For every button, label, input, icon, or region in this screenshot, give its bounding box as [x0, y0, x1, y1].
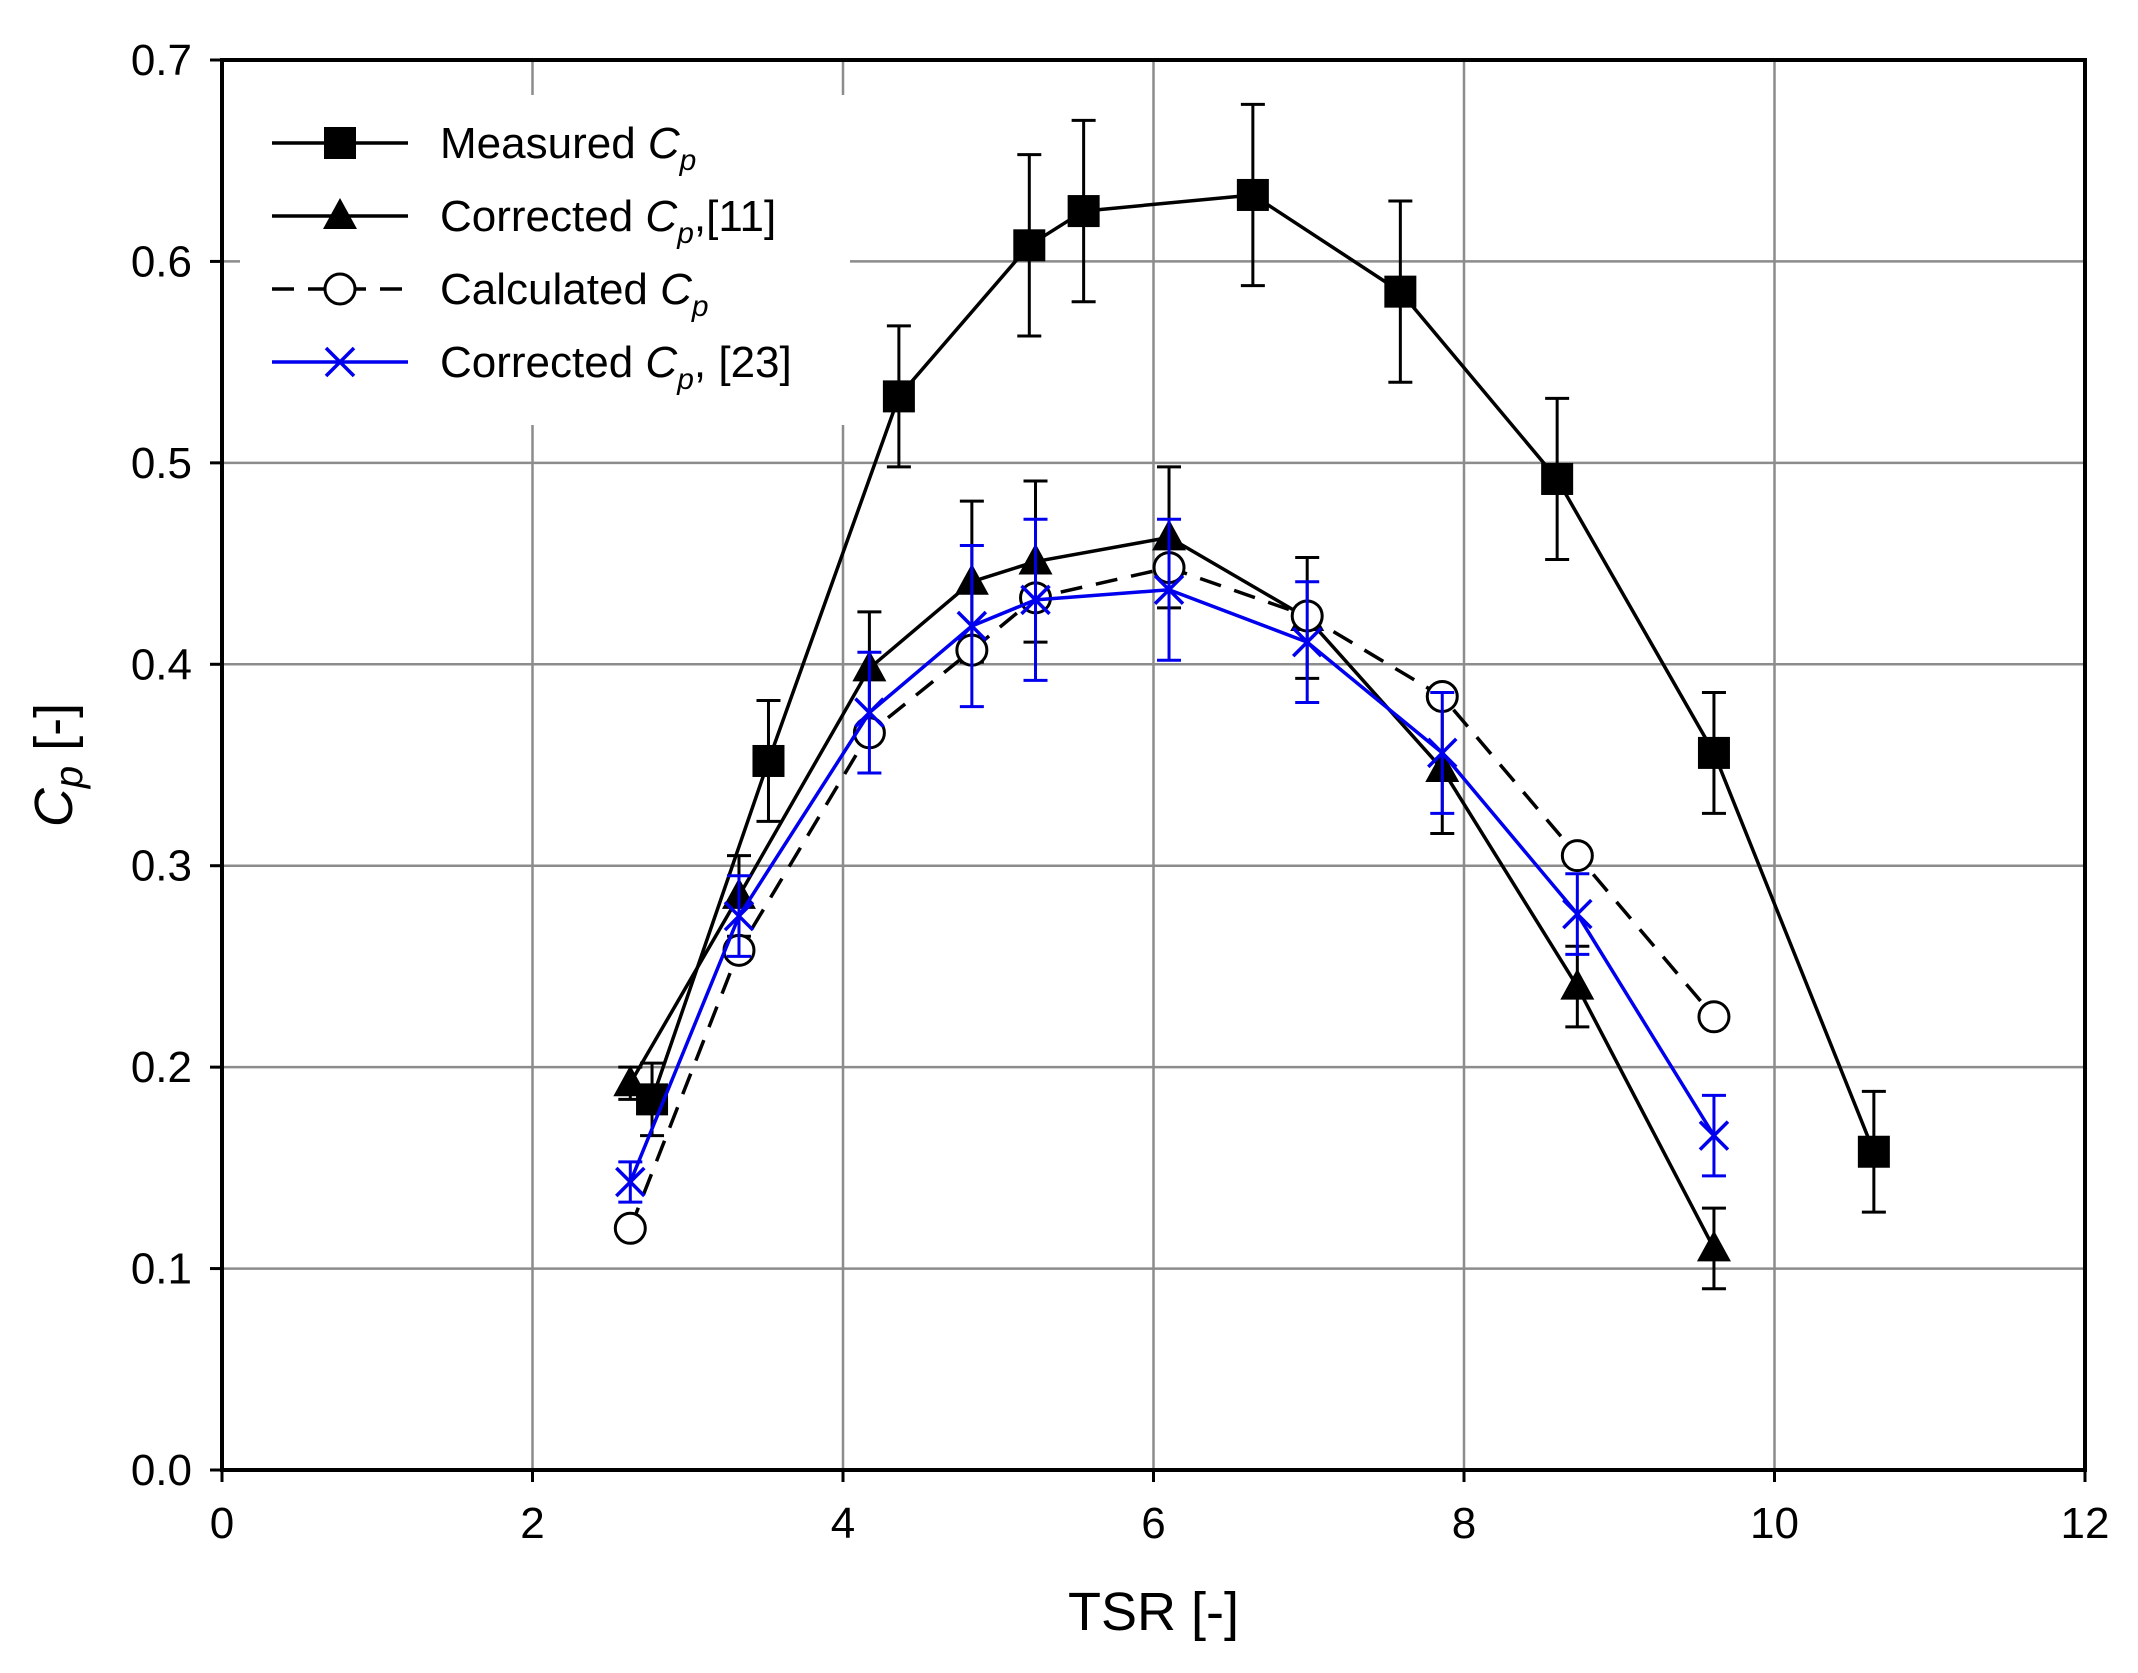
series-line [628, 565, 1716, 1229]
data-point [854, 697, 885, 728]
data-point [1153, 574, 1185, 605]
data-point [1698, 1120, 1730, 1151]
legend-item-1: Measured Cp [272, 119, 696, 177]
y-tick-label: 0.0 [131, 1446, 192, 1495]
legend-item-4: Corrected Cp, [23] [272, 338, 792, 396]
legend-label: Measured Cp [440, 119, 696, 177]
x-tick-label: 10 [1750, 1499, 1799, 1548]
data-point [1013, 229, 1046, 262]
data-series [613, 102, 1890, 1291]
legend-label: Corrected Cp,[11] [440, 192, 776, 250]
legend-label: Calculated Cp [440, 265, 709, 323]
data-point [1560, 839, 1594, 873]
y-axis-title-c: C [24, 787, 84, 827]
data-point [1020, 584, 1051, 616]
y-axis-title: Cp [-] [24, 703, 91, 827]
series-line [628, 588, 1716, 1183]
data-point [613, 1211, 647, 1245]
x-tick-label: 2 [520, 1499, 544, 1548]
x-tick-label: 0 [210, 1499, 234, 1548]
y-axis-title-suffix: [-] [24, 703, 84, 766]
y-tick-label: 0.6 [131, 237, 192, 286]
data-point [1384, 275, 1417, 308]
data-point [1562, 898, 1593, 930]
x-tick-label: 4 [831, 1499, 855, 1548]
data-point [1427, 737, 1458, 769]
data-point [1697, 736, 1730, 769]
y-tick-label: 0.7 [131, 36, 192, 85]
legend-marker [324, 127, 356, 159]
legend-label: Corrected Cp, [23] [440, 338, 792, 396]
x-tick-label: 6 [1141, 1499, 1165, 1548]
data-point [1696, 1230, 1731, 1262]
series-4 [615, 517, 1730, 1204]
axis-ticks: 0 2 4 6 8 10 12 0.0 0.1 0.2 0.3 0.4 0.5 0.6 0.7 [131, 36, 2110, 1548]
data-point [723, 900, 755, 932]
data-point [752, 744, 785, 777]
data-point [1541, 462, 1574, 495]
series-line [628, 535, 1716, 1250]
series-1 [636, 102, 1890, 1214]
data-point [882, 380, 915, 413]
data-point [1560, 968, 1595, 1000]
legend-marker [323, 272, 357, 306]
data-point [956, 610, 988, 642]
series-line [650, 193, 1876, 1153]
data-point [613, 1065, 648, 1097]
x-tick-label: 12 [2061, 1499, 2110, 1548]
legend-item-3: Calculated Cp [272, 265, 709, 323]
y-tick-label: 0.1 [131, 1245, 192, 1294]
grid-lines [222, 60, 2085, 1470]
data-point [1067, 195, 1100, 228]
x-tick-label: 8 [1452, 1499, 1476, 1548]
legend-marker [324, 346, 356, 378]
data-point [1291, 626, 1323, 658]
legend-marker [323, 198, 357, 229]
y-tick-label: 0.5 [131, 439, 192, 488]
legend: Measured Cp Corrected Cp,[11] Calculated C… [240, 95, 850, 425]
data-point [615, 1166, 646, 1198]
data-point [1236, 178, 1269, 211]
data-point [1857, 1135, 1890, 1168]
legend-item-2: Corrected Cp,[11] [272, 192, 776, 250]
y-tick-label: 0.3 [131, 842, 192, 891]
y-tick-label: 0.2 [131, 1043, 192, 1092]
x-axis-title: TSR [-] [1068, 1582, 1239, 1642]
y-axis-title-sub: p [47, 766, 91, 789]
data-point [1697, 1000, 1731, 1034]
y-tick-label: 0.4 [131, 640, 192, 689]
